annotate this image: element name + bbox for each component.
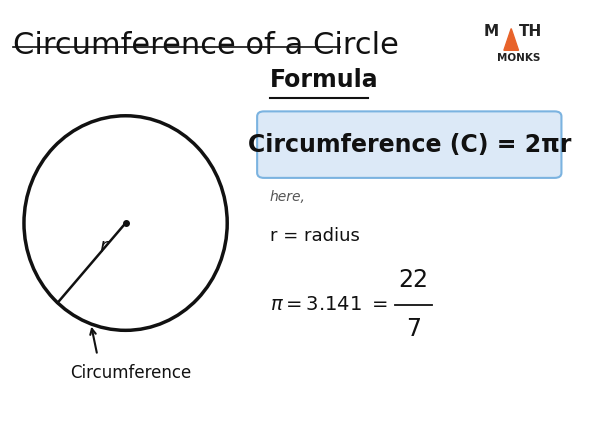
Text: r: r — [99, 237, 107, 256]
Text: 22: 22 — [398, 268, 428, 292]
Text: 7: 7 — [406, 317, 421, 341]
Polygon shape — [504, 29, 518, 51]
Text: MONKS: MONKS — [497, 53, 540, 63]
Text: Circumference of a Circle: Circumference of a Circle — [13, 31, 398, 60]
FancyBboxPatch shape — [257, 112, 562, 178]
Text: here,: here, — [269, 189, 305, 204]
Text: Formula: Formula — [269, 68, 378, 92]
Text: M: M — [484, 24, 499, 40]
Text: $\pi = 3.141\ =$: $\pi = 3.141\ =$ — [269, 295, 388, 314]
Text: TH: TH — [519, 24, 542, 40]
Text: Circumference: Circumference — [71, 364, 192, 382]
Text: Circumference (C) = 2πr: Circumference (C) = 2πr — [248, 133, 571, 157]
Text: r = radius: r = radius — [269, 227, 359, 245]
